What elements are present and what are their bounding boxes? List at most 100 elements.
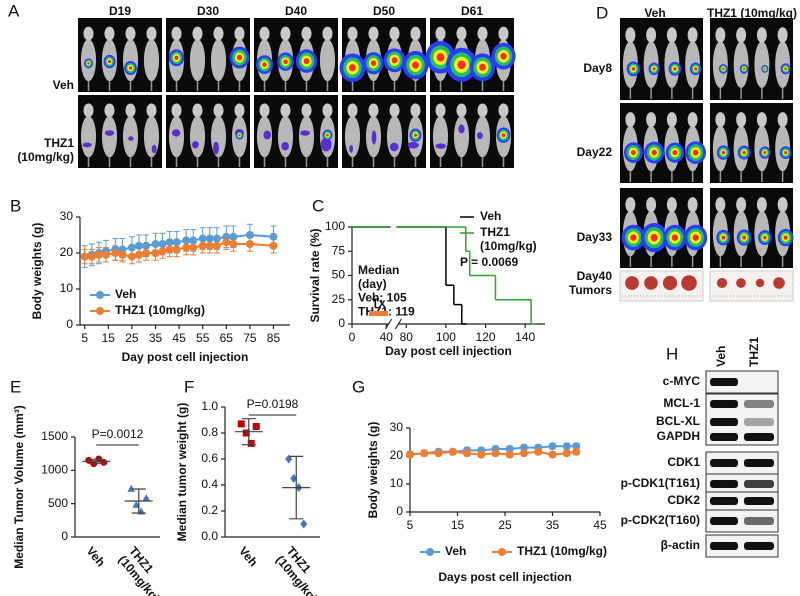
point bbox=[505, 445, 514, 453]
mouse-head bbox=[456, 26, 467, 41]
signal bbox=[784, 150, 788, 155]
mouse-head bbox=[192, 103, 203, 118]
point bbox=[534, 447, 543, 456]
point bbox=[212, 241, 221, 250]
mouse-head bbox=[259, 26, 270, 41]
point bbox=[237, 420, 245, 428]
panel-label: H bbox=[666, 344, 678, 363]
x-axis-title: Day post cell injection bbox=[385, 344, 512, 358]
point bbox=[94, 250, 103, 259]
band bbox=[710, 400, 738, 408]
band bbox=[710, 517, 738, 525]
point bbox=[101, 250, 110, 259]
signal bbox=[435, 143, 447, 149]
mouse-head bbox=[736, 27, 747, 43]
mouse-head bbox=[477, 26, 488, 41]
y-tick-label: 0.0 bbox=[201, 529, 218, 543]
band bbox=[710, 378, 738, 386]
signal bbox=[370, 60, 377, 67]
point bbox=[189, 236, 198, 245]
mouse-head bbox=[234, 26, 245, 41]
annotation: P=0.0198 bbox=[247, 397, 299, 411]
legend-marker bbox=[498, 548, 506, 556]
point bbox=[87, 252, 96, 261]
point bbox=[222, 238, 231, 247]
x-tick-label: 140 bbox=[515, 330, 535, 344]
mouse-head bbox=[389, 26, 400, 41]
tumor bbox=[716, 277, 728, 289]
treatment-label: Tx bbox=[372, 296, 386, 310]
signal bbox=[82, 142, 92, 148]
point bbox=[477, 450, 486, 459]
mouse-head bbox=[347, 26, 358, 41]
signal bbox=[412, 61, 419, 69]
x-tick-label: 45 bbox=[593, 518, 607, 532]
axis-break bbox=[394, 318, 402, 330]
band bbox=[710, 418, 738, 426]
panel-label: B bbox=[10, 196, 21, 215]
signal bbox=[128, 136, 134, 141]
band bbox=[744, 497, 774, 505]
mouse-head bbox=[666, 27, 677, 43]
point bbox=[198, 241, 207, 250]
point bbox=[245, 240, 254, 248]
signal bbox=[407, 141, 419, 149]
point bbox=[245, 231, 254, 239]
x-tick-label: 55 bbox=[196, 331, 210, 345]
signal bbox=[192, 141, 199, 149]
point bbox=[172, 245, 181, 254]
tumor bbox=[773, 277, 785, 289]
signal bbox=[128, 66, 133, 70]
band bbox=[710, 459, 738, 467]
mouse-head bbox=[301, 26, 312, 41]
mouse-head bbox=[456, 103, 467, 118]
x-tick-label: 120 bbox=[476, 330, 496, 344]
y-tick-label: 30 bbox=[60, 209, 74, 223]
y-tick-label: 1.0 bbox=[201, 399, 218, 413]
mouse-head bbox=[756, 112, 767, 128]
mouse-body bbox=[432, 115, 449, 158]
point bbox=[127, 484, 136, 492]
signal bbox=[722, 67, 725, 71]
mouse-head bbox=[389, 103, 400, 118]
mouse-head bbox=[715, 112, 726, 128]
point bbox=[151, 240, 160, 248]
band bbox=[710, 433, 738, 441]
signal bbox=[651, 149, 657, 156]
point bbox=[548, 450, 557, 459]
group-label: Veh bbox=[644, 6, 665, 20]
treatment-bar bbox=[369, 311, 389, 316]
y-tick-label: 1500 bbox=[41, 429, 68, 443]
mouse-head bbox=[498, 103, 509, 118]
signal bbox=[349, 144, 354, 153]
point bbox=[229, 240, 238, 248]
mouse-head bbox=[213, 103, 224, 118]
mouse-body bbox=[298, 115, 315, 158]
signal bbox=[389, 142, 399, 152]
mouse-head bbox=[234, 103, 245, 118]
signal bbox=[300, 130, 311, 136]
signal bbox=[263, 130, 271, 140]
signal bbox=[104, 130, 115, 136]
signal bbox=[630, 234, 637, 241]
signal bbox=[436, 53, 445, 62]
mouse-head bbox=[687, 112, 698, 128]
mouse-body bbox=[277, 115, 294, 158]
x-axis-title: Day post cell injection bbox=[122, 350, 249, 364]
y-tick-label: 0 bbox=[66, 317, 73, 331]
point bbox=[142, 241, 151, 250]
signal bbox=[391, 57, 398, 64]
tumor bbox=[625, 276, 639, 290]
signal bbox=[742, 67, 746, 71]
signal bbox=[458, 124, 465, 134]
y-tick-label: 0.6 bbox=[201, 451, 218, 465]
mouse-head bbox=[715, 27, 726, 43]
mouse-head bbox=[777, 112, 788, 128]
band bbox=[710, 497, 738, 505]
point bbox=[100, 458, 108, 466]
panel-label: F bbox=[184, 377, 194, 396]
mouse-head bbox=[498, 26, 509, 41]
protein-label: CDK1 bbox=[667, 455, 700, 469]
x-tick-label: 65 bbox=[220, 331, 234, 345]
